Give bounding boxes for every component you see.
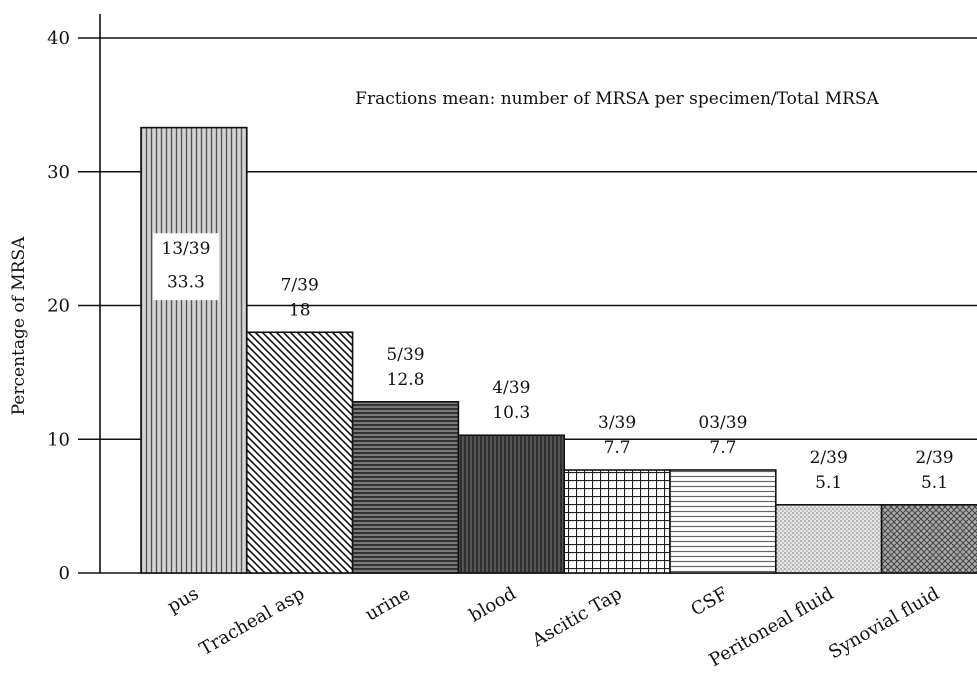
bar-6 <box>774 503 883 574</box>
data-label-fraction-1: 7/39 <box>281 275 319 295</box>
y-tick-label-0: 0 <box>59 563 70 584</box>
bar-4 <box>563 469 671 574</box>
data-label-value-7: 5.1 <box>921 473 948 493</box>
data-label-value-2: 12.8 <box>387 370 425 390</box>
y-tick-label-30: 30 <box>47 162 70 183</box>
bar-3 <box>457 434 565 574</box>
data-labels: 13/39 33.3 7/39 18 5/39 12.8 4/39 10.3 3/39 7.7 03… <box>152 233 954 493</box>
y-axis: 0 10 20 30 40 <box>47 14 101 584</box>
data-label-fraction-2: 5/39 <box>386 345 424 365</box>
bar-5 <box>669 469 777 574</box>
x-category-label-7: Synovial fluid <box>825 583 943 663</box>
y-tick-label-10: 10 <box>47 429 70 450</box>
x-category-label-5: CSF <box>687 583 731 620</box>
data-label-fraction-6: 2/39 <box>810 448 848 468</box>
y-axis-label: Percentage of MRSA <box>9 236 29 415</box>
data-label-value-1: 18 <box>289 300 311 320</box>
data-label-box-0 <box>152 233 219 301</box>
bar-7 <box>880 503 977 574</box>
data-label-value-6: 5.1 <box>815 473 842 493</box>
x-category-label-4: Ascitic Tap <box>528 583 626 652</box>
data-label-fraction-7: 2/39 <box>915 448 953 468</box>
y-tick-label-40: 40 <box>47 28 70 49</box>
data-label-value-0: 33.3 <box>167 272 205 292</box>
x-category-label-3: blood <box>466 583 520 626</box>
fractions-note: Fractions mean: number of MRSA per speci… <box>355 89 879 109</box>
bar-2 <box>351 400 460 574</box>
y-tick-label-20: 20 <box>47 296 70 317</box>
bars <box>140 126 977 574</box>
data-label-value-3: 10.3 <box>492 403 530 423</box>
bar-1 <box>246 331 354 574</box>
data-label-fraction-4: 3/39 <box>598 413 636 433</box>
x-category-label-2: urine <box>362 583 414 625</box>
data-label-value-5: 7.7 <box>709 438 736 458</box>
data-label-value-4: 7.7 <box>604 438 631 458</box>
data-label-fraction-3: 4/39 <box>492 378 530 398</box>
data-label-fraction-0: 13/39 <box>161 239 210 259</box>
data-label-fraction-5: 03/39 <box>698 413 747 433</box>
x-category-label-1: Tracheal asp <box>196 583 308 660</box>
x-category-label-0: pus <box>164 583 203 617</box>
bar-0 <box>140 126 248 574</box>
